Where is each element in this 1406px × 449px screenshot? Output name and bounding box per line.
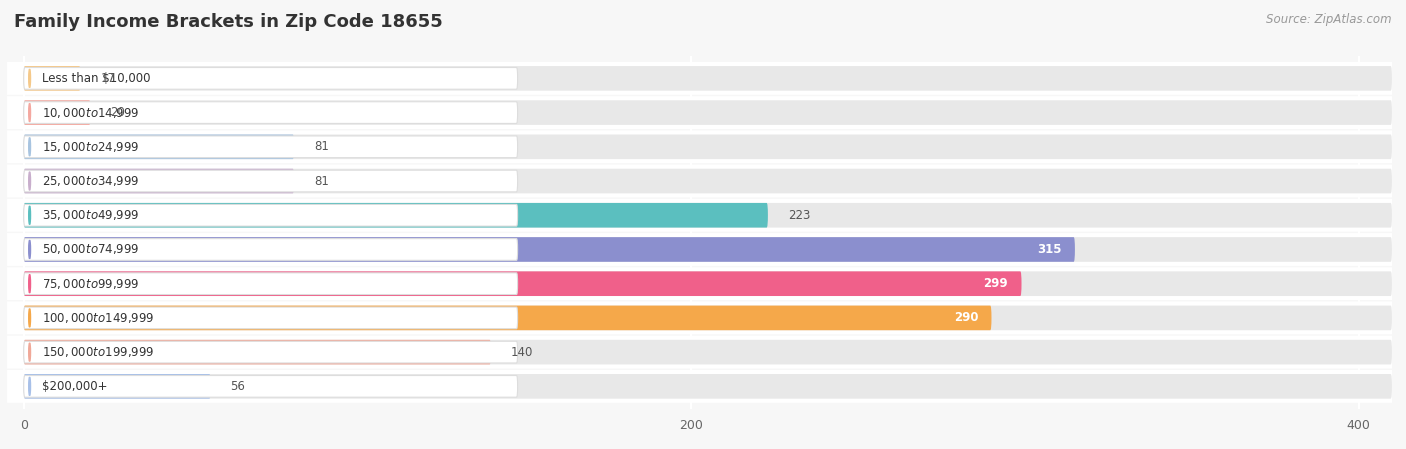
Circle shape: [28, 377, 31, 396]
Circle shape: [28, 240, 31, 259]
FancyBboxPatch shape: [24, 170, 517, 192]
Text: $10,000 to $14,999: $10,000 to $14,999: [42, 106, 139, 119]
FancyBboxPatch shape: [24, 237, 1392, 262]
Circle shape: [28, 274, 31, 293]
Circle shape: [28, 137, 31, 156]
FancyBboxPatch shape: [24, 100, 90, 125]
FancyBboxPatch shape: [7, 130, 1406, 163]
Text: Source: ZipAtlas.com: Source: ZipAtlas.com: [1267, 13, 1392, 26]
Text: 20: 20: [111, 106, 125, 119]
FancyBboxPatch shape: [7, 336, 1406, 369]
FancyBboxPatch shape: [24, 271, 1392, 296]
FancyBboxPatch shape: [24, 273, 517, 295]
Text: Family Income Brackets in Zip Code 18655: Family Income Brackets in Zip Code 18655: [14, 13, 443, 31]
Text: 223: 223: [787, 209, 810, 222]
FancyBboxPatch shape: [7, 96, 1406, 129]
Text: 17: 17: [100, 72, 115, 85]
Text: $35,000 to $49,999: $35,000 to $49,999: [42, 208, 139, 222]
Text: $25,000 to $34,999: $25,000 to $34,999: [42, 174, 139, 188]
Text: $50,000 to $74,999: $50,000 to $74,999: [42, 242, 139, 256]
FancyBboxPatch shape: [7, 301, 1406, 335]
Circle shape: [28, 343, 31, 361]
FancyBboxPatch shape: [7, 165, 1406, 198]
FancyBboxPatch shape: [24, 100, 1392, 125]
Circle shape: [28, 309, 31, 327]
FancyBboxPatch shape: [7, 62, 1406, 95]
FancyBboxPatch shape: [24, 204, 517, 226]
FancyBboxPatch shape: [24, 271, 1022, 296]
FancyBboxPatch shape: [24, 203, 768, 228]
Text: $15,000 to $24,999: $15,000 to $24,999: [42, 140, 139, 154]
FancyBboxPatch shape: [24, 135, 294, 159]
FancyBboxPatch shape: [24, 238, 517, 260]
Text: 290: 290: [953, 312, 979, 325]
FancyBboxPatch shape: [24, 340, 491, 365]
FancyBboxPatch shape: [24, 102, 517, 123]
Circle shape: [28, 103, 31, 122]
Text: Less than $10,000: Less than $10,000: [42, 72, 150, 85]
Text: $75,000 to $99,999: $75,000 to $99,999: [42, 277, 139, 291]
FancyBboxPatch shape: [24, 307, 517, 329]
FancyBboxPatch shape: [24, 237, 1076, 262]
FancyBboxPatch shape: [24, 135, 1392, 159]
FancyBboxPatch shape: [24, 374, 211, 399]
FancyBboxPatch shape: [24, 67, 517, 89]
FancyBboxPatch shape: [24, 66, 1392, 91]
Text: 56: 56: [231, 380, 246, 393]
Text: $150,000 to $199,999: $150,000 to $199,999: [42, 345, 155, 359]
FancyBboxPatch shape: [7, 370, 1406, 403]
FancyBboxPatch shape: [24, 66, 80, 91]
FancyBboxPatch shape: [24, 375, 517, 397]
Text: 140: 140: [510, 346, 533, 359]
FancyBboxPatch shape: [7, 199, 1406, 232]
Text: 81: 81: [314, 175, 329, 188]
FancyBboxPatch shape: [7, 233, 1406, 266]
Circle shape: [28, 69, 31, 88]
FancyBboxPatch shape: [24, 340, 1392, 365]
Text: 299: 299: [984, 277, 1008, 290]
FancyBboxPatch shape: [7, 267, 1406, 300]
FancyBboxPatch shape: [24, 169, 294, 194]
Text: 315: 315: [1038, 243, 1062, 256]
FancyBboxPatch shape: [24, 306, 1392, 330]
Text: 81: 81: [314, 140, 329, 153]
FancyBboxPatch shape: [24, 306, 991, 330]
Text: $200,000+: $200,000+: [42, 380, 108, 393]
FancyBboxPatch shape: [24, 341, 517, 363]
FancyBboxPatch shape: [24, 203, 1392, 228]
FancyBboxPatch shape: [24, 169, 1392, 194]
FancyBboxPatch shape: [24, 374, 1392, 399]
Circle shape: [28, 206, 31, 224]
Circle shape: [28, 172, 31, 190]
Text: $100,000 to $149,999: $100,000 to $149,999: [42, 311, 155, 325]
FancyBboxPatch shape: [24, 136, 517, 158]
